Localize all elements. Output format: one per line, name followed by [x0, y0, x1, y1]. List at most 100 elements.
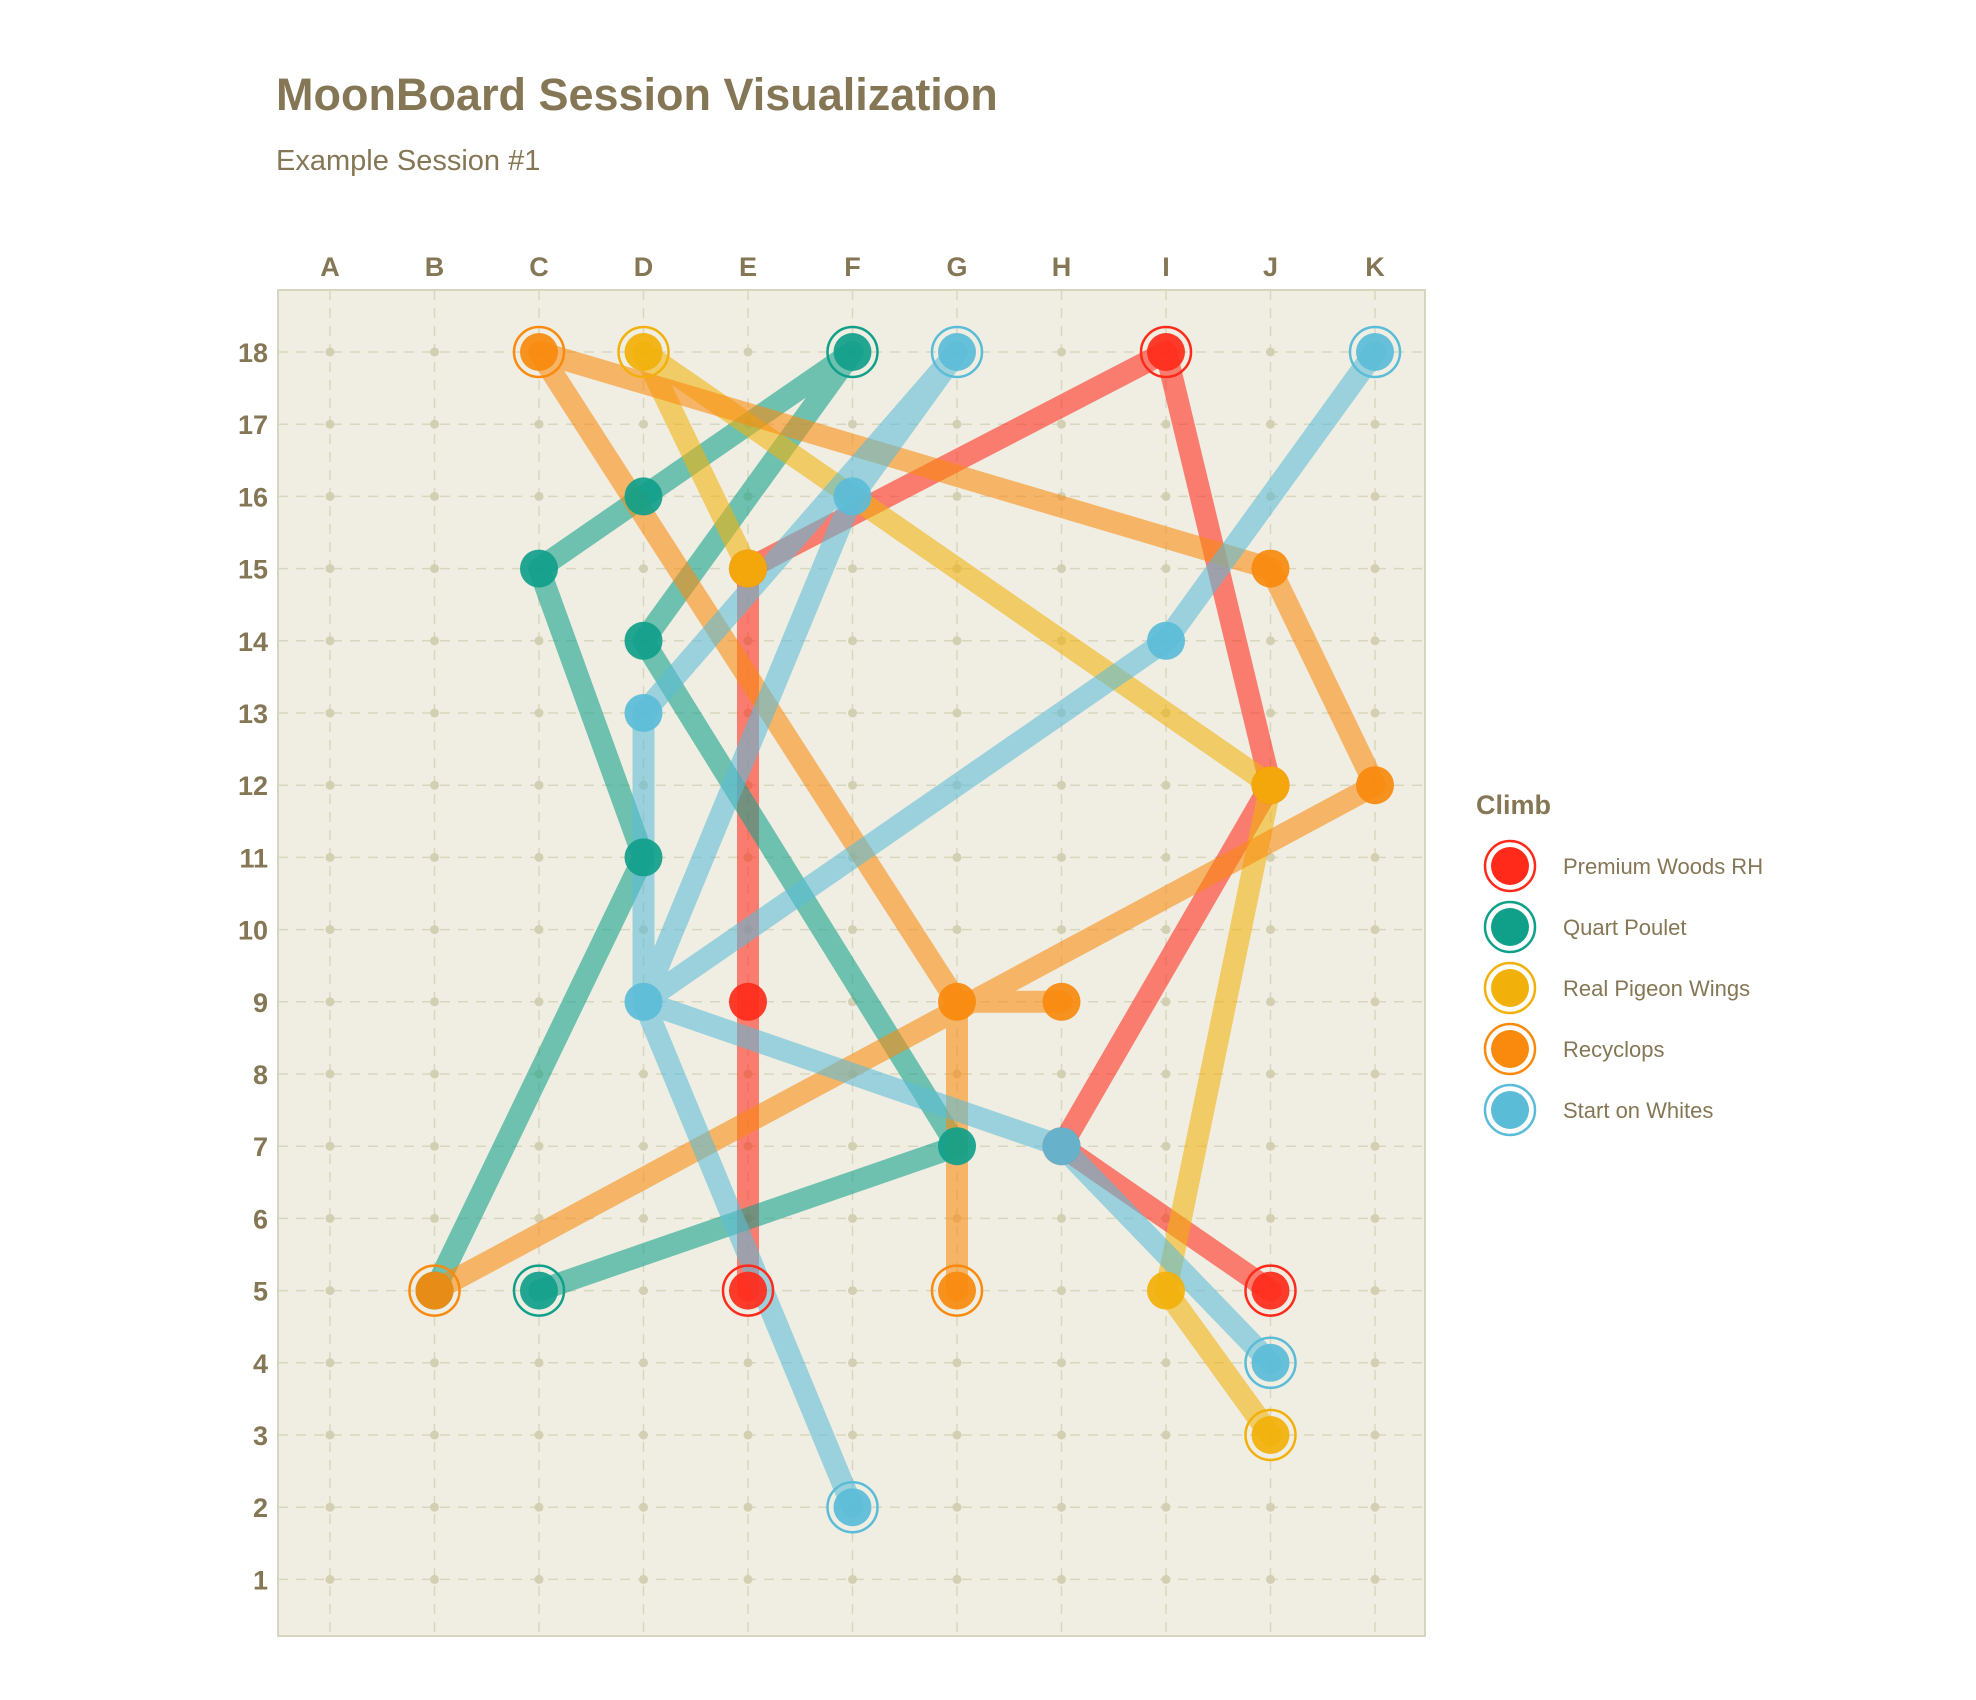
- board-hold-dot: [639, 1141, 648, 1151]
- board-hold-dot: [534, 1213, 544, 1223]
- x-tick-label: D: [634, 252, 654, 282]
- board-hold-dot: [848, 419, 857, 429]
- climb-hold-ring: [826, 325, 879, 379]
- board-hold-dot: [639, 1502, 648, 1512]
- board-hold-dot: [430, 419, 439, 429]
- board-hold-dot: [1057, 852, 1066, 862]
- y-tick-label: 18: [238, 338, 268, 368]
- x-tick-label: H: [1052, 252, 1072, 282]
- climb-hold: [1251, 1416, 1290, 1454]
- y-tick-label: 1: [253, 1565, 268, 1595]
- board-hold-dot: [430, 1213, 439, 1223]
- board-hold-dot: [325, 1502, 335, 1512]
- board-hold-dot: [430, 347, 439, 357]
- board-hold-dot: [1370, 1213, 1380, 1223]
- board-hold-dot: [1057, 347, 1066, 357]
- board-hold-dot: [1266, 1213, 1275, 1223]
- board-hold-dot: [534, 1430, 544, 1440]
- climb-hold-ring: [1244, 1336, 1297, 1390]
- board-hold-dot: [1057, 1430, 1066, 1440]
- climb-hold-ring: [1348, 325, 1402, 379]
- climb-hold: [624, 694, 663, 732]
- board-hold-dot: [1370, 1358, 1380, 1368]
- board-hold-dot: [1266, 419, 1275, 429]
- board-hold-dot: [848, 1430, 857, 1440]
- board-hold-dot: [534, 997, 544, 1007]
- x-tick-label: G: [946, 252, 967, 282]
- board-hold-dot: [1057, 925, 1066, 935]
- board-hold-dot: [1161, 564, 1171, 574]
- climb-hold-ring: [1244, 1264, 1297, 1317]
- board-hold-dot: [1161, 780, 1171, 790]
- y-tick-label: 8: [253, 1060, 268, 1090]
- board-hold-dot: [534, 1358, 544, 1368]
- board-hold-dot: [1161, 1358, 1171, 1368]
- legend-label: Real Pigeon Wings: [1563, 976, 1750, 1001]
- board-hold-dot: [1266, 1141, 1275, 1151]
- board-hold-dot: [1057, 1286, 1066, 1296]
- climb-hold: [1356, 333, 1394, 371]
- board-hold-dot: [1370, 925, 1380, 935]
- board-hold-dot: [848, 1358, 857, 1368]
- board-hold-dot: [639, 1213, 648, 1223]
- legend: Climb Premium Woods RH Quart Poulet Real P…: [1476, 790, 1763, 1137]
- board-hold-dot: [952, 1502, 962, 1512]
- climb-hold: [729, 549, 767, 588]
- board-hold-dot: [325, 1213, 335, 1223]
- board-hold-dot: [325, 997, 335, 1007]
- climb-paths: [423, 341, 1386, 1519]
- y-tick-label: 4: [253, 1349, 268, 1379]
- y-tick-label: 2: [253, 1493, 268, 1523]
- chart-subtitle: Example Session #1: [276, 145, 540, 177]
- board-hold-dot: [325, 1430, 335, 1440]
- board-hold-dot: [1370, 708, 1380, 718]
- board-hold-dot: [430, 491, 439, 501]
- x-axis-ticks: A B C D E F G H I J K: [320, 252, 1385, 282]
- board-hold-dot: [1057, 1502, 1066, 1512]
- board-hold-dot: [1266, 708, 1275, 718]
- legend-label: Quart Poulet: [1563, 915, 1687, 940]
- legend-swatch-ring: [1483, 839, 1537, 893]
- legend-items: Premium Woods RH Quart Poulet Real Pigeon …: [1483, 839, 1763, 1137]
- board-hold-dot: [534, 1141, 544, 1151]
- board-hold-dot: [1370, 1141, 1380, 1151]
- climb-hold: [1147, 1271, 1185, 1310]
- climb-hold: [624, 333, 663, 371]
- y-tick-label: 3: [253, 1421, 268, 1451]
- board-hold-dot: [430, 1430, 439, 1440]
- y-tick-label: 10: [238, 916, 268, 946]
- board-hold-dot: [1161, 491, 1171, 501]
- board-hold-dot: [1057, 419, 1066, 429]
- board-hold-dot: [639, 419, 648, 429]
- climb-path: [632, 341, 1386, 1519]
- climb-hold: [624, 477, 663, 516]
- board-hold-dot: [534, 708, 544, 718]
- legend-swatch: [1491, 969, 1529, 1007]
- board-hold-dot: [1370, 997, 1380, 1007]
- board-hold-dot: [534, 1574, 544, 1584]
- board-hold-dot: [1266, 925, 1275, 935]
- board-hold-dot: [639, 564, 648, 574]
- board-hold-dot: [1057, 1574, 1066, 1584]
- legend-label: Start on Whites: [1563, 1098, 1713, 1123]
- board-hold-dot: [534, 1502, 544, 1512]
- board-hold-dot: [1370, 852, 1380, 862]
- board-hold-dot: [1266, 636, 1275, 646]
- board-hold-dot: [1370, 491, 1380, 501]
- climb-hold-ring: [930, 325, 984, 379]
- board-hold-dot: [430, 564, 439, 574]
- legend-swatch-ring: [1483, 961, 1537, 1015]
- climb-hold: [415, 1271, 454, 1310]
- climb-hold: [938, 1127, 976, 1166]
- board-hold-dot: [848, 564, 857, 574]
- board-hold-dot: [952, 708, 962, 718]
- board-hold-dot: [325, 780, 335, 790]
- board-hold-dot: [1266, 1502, 1275, 1512]
- board-hold-dot: [1057, 1358, 1066, 1368]
- board-hold-dot: [743, 1502, 753, 1512]
- legend-swatch-ring: [1483, 900, 1537, 954]
- board-hold-dot: [1161, 1574, 1171, 1584]
- board-hold-dot: [325, 1574, 335, 1584]
- y-tick-label: 9: [253, 988, 268, 1018]
